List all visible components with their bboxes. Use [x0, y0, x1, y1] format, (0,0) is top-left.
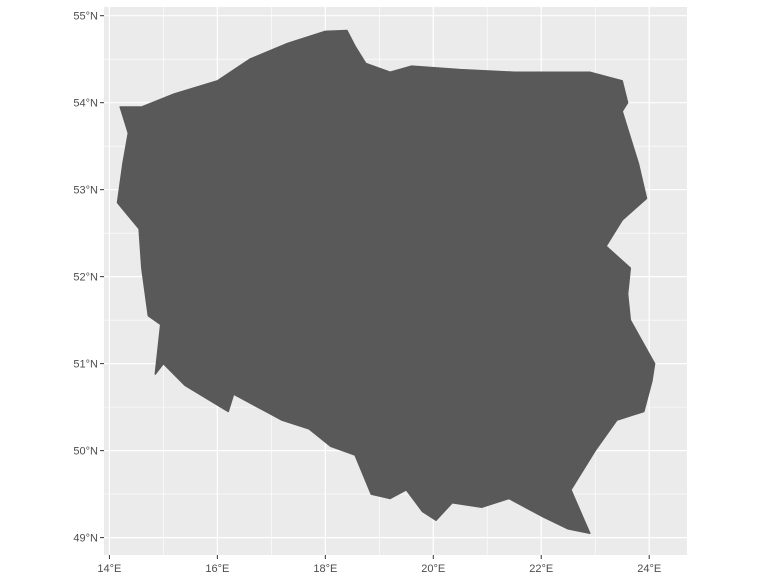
x-tick-label: 22°E [529, 563, 553, 575]
y-tick-label: 55°N [73, 11, 98, 23]
x-tick-label: 16°E [205, 563, 229, 575]
y-tick-label: 50°N [73, 446, 98, 458]
country-polygon [116, 29, 656, 535]
y-tick-label: 51°N [73, 359, 98, 371]
y-tick-label: 53°N [73, 185, 98, 197]
poland-shape [116, 29, 656, 535]
y-tick-label: 52°N [73, 272, 98, 284]
x-tick-label: 18°E [313, 563, 337, 575]
x-axis-ticks: 14°E 16°E 18°E 20°E 22°E 24°E [97, 555, 661, 575]
x-tick-label: 14°E [97, 563, 121, 575]
y-axis-ticks: 49°N 50°N 51°N 52°N 53°N 54°N 55°N [73, 11, 104, 545]
x-tick-label: 24°E [637, 563, 661, 575]
y-tick-label: 49°N [73, 533, 98, 545]
x-tick-label: 20°E [421, 563, 445, 575]
y-tick-label: 54°N [73, 98, 98, 110]
